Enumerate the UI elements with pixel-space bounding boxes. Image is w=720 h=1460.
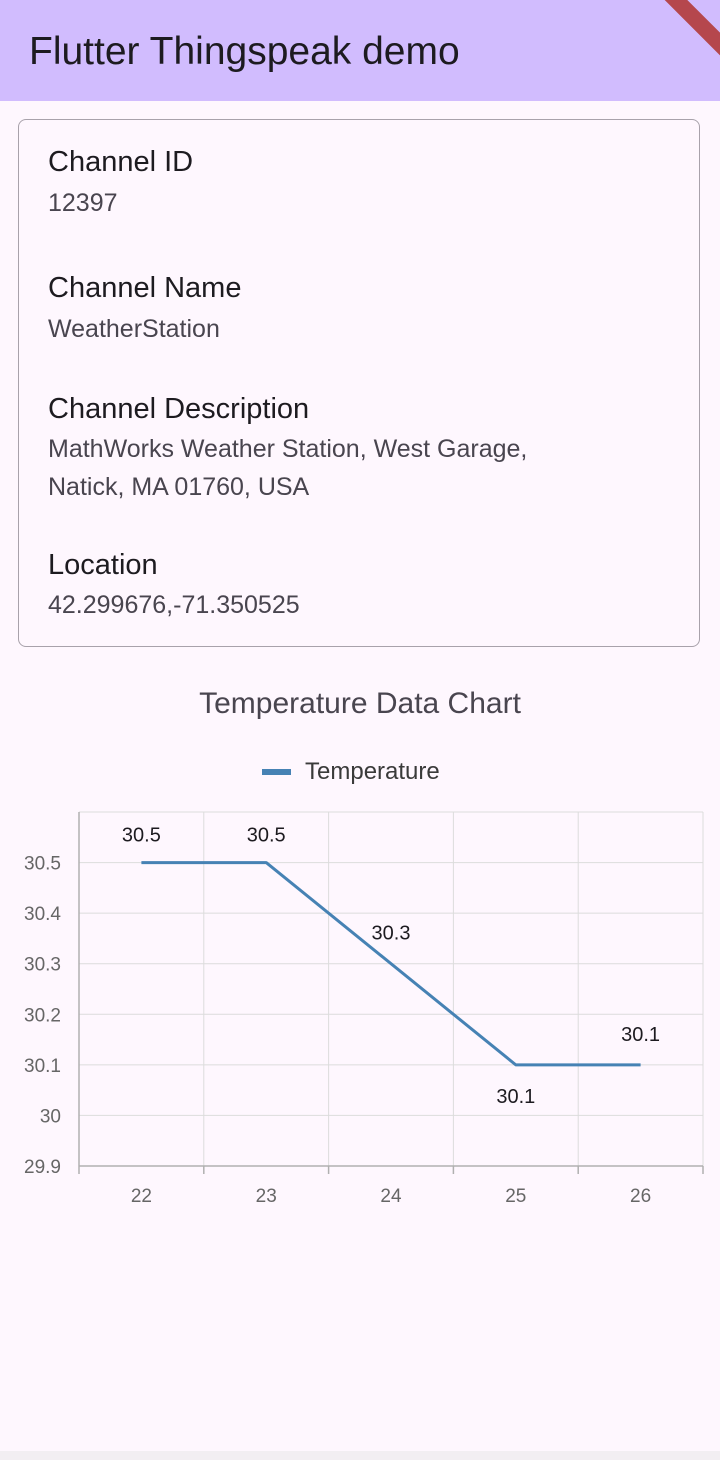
- location-label: Location: [48, 549, 158, 581]
- x-tick-label: 23: [256, 1186, 277, 1207]
- legend-label-temperature: Temperature: [305, 758, 440, 785]
- channel-name-value: WeatherStation: [48, 315, 220, 343]
- x-tick-label: 26: [630, 1186, 651, 1207]
- temperature-series-line: [141, 861, 641, 1067]
- data-label: 30.1: [621, 1024, 660, 1046]
- channel-id-value: 12397: [48, 189, 118, 217]
- temperature-line-chart[interactable]: 30.5 30.4 30.3 30.2 30.1 30 29.9 22 23 24 25 26 30.5…: [0, 790, 720, 1220]
- y-tick-label: 29.9: [24, 1157, 61, 1178]
- app-title: Flutter Thingspeak demo: [29, 30, 460, 73]
- channel-id-label: Channel ID: [48, 146, 194, 178]
- chart-title: Temperature Data Chart: [199, 687, 521, 720]
- y-tick-label: 30: [40, 1106, 61, 1127]
- channel-info-card: Channel ID 12397 Channel Name WeatherSta…: [18, 119, 700, 647]
- channel-description-label: Channel Description: [48, 393, 310, 425]
- channel-description-value-line2: Natick, MA 01760, USA: [48, 473, 310, 501]
- y-tick-label: 30.1: [24, 1056, 61, 1077]
- y-tick-label: 30.3: [24, 955, 61, 976]
- app-bar: Flutter Thingspeak demo: [0, 0, 720, 101]
- debug-banner-stripe: [642, 0, 720, 78]
- data-label: 30.1: [496, 1086, 535, 1108]
- system-navigation-bar: [0, 1451, 720, 1460]
- x-tick-label: 25: [505, 1186, 526, 1207]
- channel-name-label: Channel Name: [48, 272, 242, 304]
- y-tick-label: 30.2: [24, 1005, 61, 1026]
- data-label: 30.5: [247, 825, 286, 847]
- data-label: 30.5: [122, 825, 161, 847]
- location-value: 42.299676,-71.350525: [48, 591, 300, 619]
- y-tick-label: 30.5: [24, 854, 61, 875]
- channel-description-value-line1: MathWorks Weather Station, West Garage,: [48, 435, 528, 463]
- debug-banner: [640, 0, 720, 80]
- legend-swatch-temperature: [262, 769, 291, 775]
- y-tick-label: 30.4: [24, 904, 61, 925]
- x-tick-label: 24: [380, 1186, 402, 1207]
- data-label-annotation: 30.3: [372, 923, 411, 945]
- x-tick-label: 22: [131, 1186, 152, 1207]
